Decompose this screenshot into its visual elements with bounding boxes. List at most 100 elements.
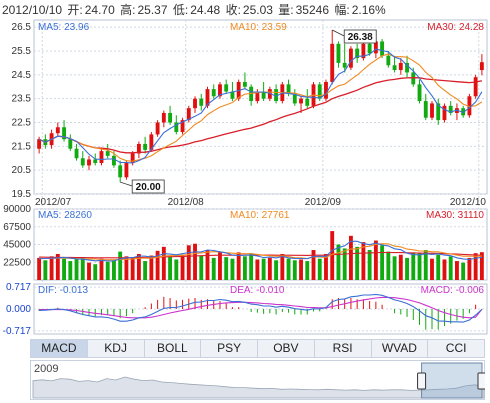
volume-bar — [224, 257, 229, 280]
volume-bar — [155, 250, 160, 280]
volume-bar — [292, 260, 297, 280]
volume-bar — [348, 235, 353, 280]
volume-bar — [398, 254, 403, 280]
candle-body — [398, 62, 403, 71]
volume-bar — [367, 250, 372, 280]
navigator-left-handle[interactable] — [417, 372, 427, 390]
candle-body — [317, 84, 322, 99]
price-tick-label: 22.5 — [12, 117, 32, 128]
volume-bar — [211, 257, 216, 280]
candle-body — [149, 134, 154, 150]
candle-body — [367, 43, 372, 54]
candle-body — [230, 91, 235, 99]
volume-bar — [218, 251, 222, 280]
candle-body — [124, 163, 129, 178]
volume-bar — [467, 257, 472, 280]
price-panel-frame — [33, 19, 488, 195]
volume-bar — [130, 257, 135, 280]
candle-body — [174, 122, 179, 133]
volume-bar — [392, 256, 397, 280]
navigator-year-label: 2009 — [34, 363, 59, 375]
tab-cci[interactable]: CCI — [445, 341, 467, 355]
ma5-line — [38, 48, 483, 164]
volume-bar — [361, 242, 366, 280]
volume-bar — [43, 260, 48, 280]
candle-body — [168, 112, 173, 123]
candle-body — [255, 91, 260, 102]
tab-macd[interactable]: MACD — [31, 340, 88, 357]
volume-bar — [249, 253, 254, 280]
price-tick-label: 21.5 — [12, 141, 32, 152]
tab-obv[interactable]: OBV — [258, 340, 315, 357]
candle-body — [105, 151, 110, 156]
volume-bar — [330, 231, 335, 280]
open-value: 24.70 — [84, 3, 115, 17]
volume-bar — [105, 261, 110, 280]
price-tick-label: 23.5 — [12, 94, 32, 105]
annotation-leader — [120, 181, 133, 187]
candle-body — [361, 43, 366, 59]
volume-bar — [143, 261, 148, 280]
candle-body — [136, 143, 141, 154]
volume-ma5-line — [39, 240, 482, 262]
volume-bar — [68, 261, 73, 280]
volume-bar — [479, 252, 484, 280]
candle-body — [467, 96, 472, 116]
tab-boll[interactable]: BOLL — [145, 340, 202, 357]
volume-bar — [161, 246, 166, 280]
candle-body — [380, 41, 385, 56]
macd-legend: DIF: -0.013 — [38, 285, 88, 296]
price-legend: MA5: 23.96 — [38, 22, 90, 33]
candle-body — [62, 127, 66, 140]
volume-bar — [280, 253, 285, 280]
candle-body — [130, 153, 135, 164]
navigator-canvas[interactable] — [32, 362, 485, 400]
candle-body — [305, 98, 310, 106]
price-legend: MA30: 24.28 — [427, 22, 484, 33]
tab-rsi[interactable]: RSI — [315, 340, 372, 357]
volume-bar — [180, 254, 185, 280]
indicator-tabs: MACD KDJ BOLL PSY OBV RSI WVAD CCI — [30, 339, 485, 358]
tab-kdj[interactable]: KDJ — [88, 340, 145, 357]
candle-body — [405, 62, 409, 73]
tab-psy[interactable]: PSY — [201, 340, 258, 357]
candle-body — [218, 84, 222, 97]
volume-bar — [80, 257, 85, 280]
tab-wvad[interactable]: WVAD — [372, 340, 429, 357]
candle-body — [155, 122, 160, 135]
open-label: 开: — [67, 3, 83, 17]
candle-body — [330, 43, 335, 82]
candle-body — [242, 81, 247, 87]
volume-bar — [411, 252, 416, 280]
range-navigator[interactable]: 2009 — [30, 360, 485, 400]
volume-bar — [87, 262, 91, 280]
high-label: 高: — [120, 3, 136, 17]
price-tick-label: 25.5 — [12, 46, 32, 57]
volume-bar — [448, 256, 453, 280]
date-axis-label: 2012/08 — [168, 197, 205, 208]
candle-body — [355, 48, 360, 59]
price-tick-label: 19.5 — [12, 189, 32, 200]
ma30-line — [38, 77, 483, 154]
candle-body — [99, 151, 104, 164]
candle-body — [436, 103, 441, 121]
volume-bar — [199, 255, 204, 280]
volume-bar — [136, 253, 141, 280]
navigator-window[interactable] — [421, 362, 483, 399]
volume-bar — [174, 259, 179, 280]
navigator-right-handle[interactable] — [477, 372, 485, 390]
candle-body — [448, 105, 453, 113]
candle-body — [186, 108, 191, 121]
volume-bar — [286, 258, 291, 280]
candle-body — [299, 98, 303, 104]
dif-line — [39, 293, 483, 323]
macd-tick-label: -0.717 — [3, 326, 32, 337]
candle-body — [93, 159, 98, 164]
volume-bar — [473, 253, 478, 280]
volume-tick-label: 67500 — [3, 222, 31, 233]
volume-bar — [149, 255, 154, 280]
volume-bar — [37, 257, 42, 280]
volume-bar — [311, 250, 316, 280]
candle-body — [261, 91, 266, 99]
